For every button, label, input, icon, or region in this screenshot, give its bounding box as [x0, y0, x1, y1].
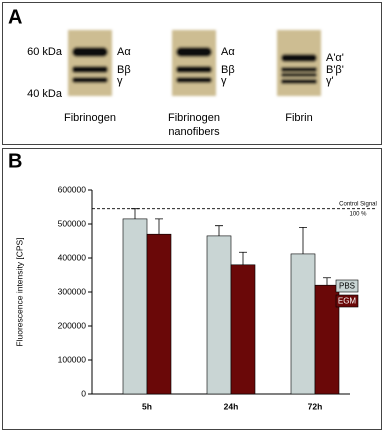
error-bar: [155, 218, 163, 235]
bar: [122, 218, 148, 395]
y-tick-label: 0: [81, 388, 86, 398]
legend-swatch: [335, 279, 359, 293]
x-tick-label: 5h: [142, 401, 152, 411]
bar: [146, 233, 172, 395]
band-label: Bβ: [221, 64, 235, 76]
lane-caption: nanofibers: [168, 126, 220, 138]
reference-label: Control Signal: [339, 201, 377, 207]
lane-caption: Fibrinogen: [168, 112, 220, 124]
bar: [230, 264, 256, 395]
marker-label: 40 kDa: [27, 88, 63, 100]
error-bar: [323, 277, 331, 286]
x-tick-label: 24h: [224, 401, 239, 411]
marker-label: 60 kDa: [27, 46, 63, 58]
lane-caption: Fibrinogen: [64, 112, 116, 124]
panel-label: A: [8, 6, 22, 28]
legend-swatch: [335, 294, 359, 308]
error-bar: [299, 227, 307, 254]
y-tick-label: 200000: [58, 320, 87, 330]
gel-lanes: [68, 30, 321, 96]
legend-label: PBS: [339, 282, 355, 291]
bar: [290, 253, 316, 395]
band-label: γ: [117, 75, 123, 87]
error-bar: [215, 225, 223, 236]
lane-caption: Fibrin: [285, 112, 313, 124]
x-tick-label: 72h: [308, 401, 323, 411]
error-bar: [131, 208, 139, 219]
band-label: Aα: [221, 46, 235, 58]
bar: [206, 235, 232, 395]
panel-a-frame: [2, 2, 382, 145]
band-label: γ: [221, 75, 227, 87]
bar: [314, 284, 340, 395]
y-axis-label: Fluorescence intensity [CPS]: [14, 237, 24, 346]
y-tick-label: 500000: [58, 218, 87, 228]
error-bar: [239, 251, 247, 265]
band-label: Aα: [117, 46, 131, 58]
band-label: A'α': [326, 52, 344, 64]
panel-b-frame: [2, 148, 382, 430]
y-tick-label: 300000: [58, 286, 87, 296]
y-tick-label: 100000: [58, 354, 87, 364]
band-label: Bβ: [117, 64, 131, 76]
reference-label: 100 %: [349, 211, 367, 217]
band-label: B'β': [326, 64, 344, 76]
y-tick-label: 600000: [58, 184, 87, 194]
y-tick-label: 400000: [58, 252, 87, 262]
panel-label: B: [8, 150, 22, 172]
band-label: γ': [326, 75, 334, 87]
legend-label: EGM: [338, 297, 357, 306]
